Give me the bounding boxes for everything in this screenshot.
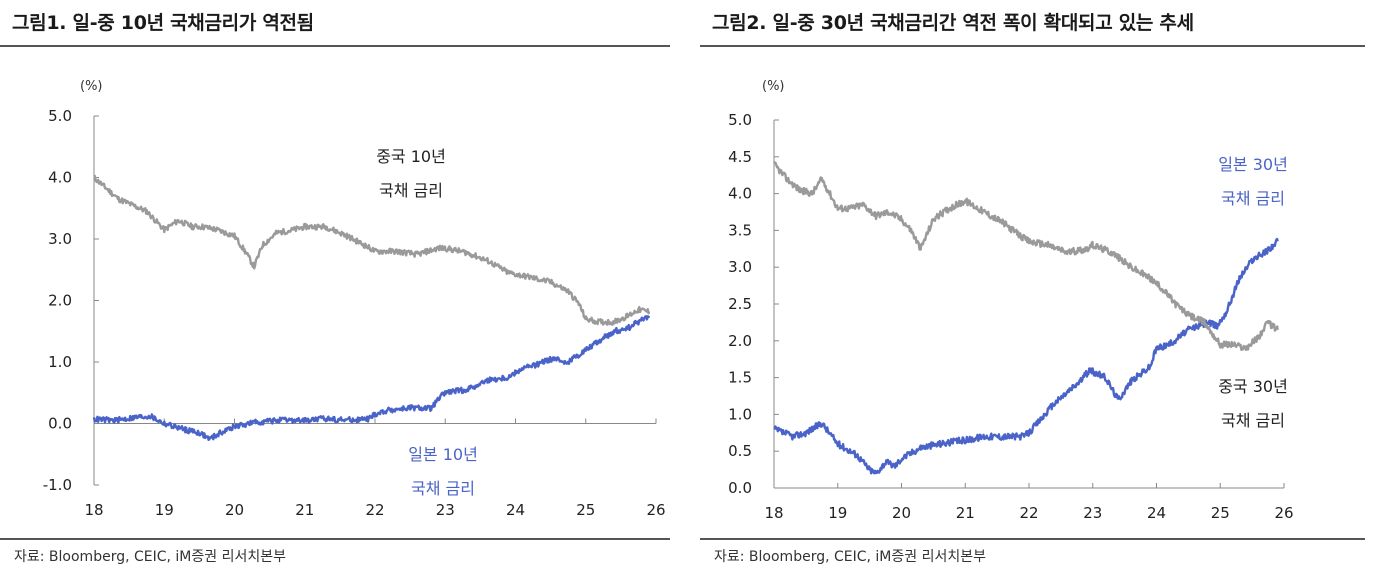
y-tick-label: 4.0 xyxy=(48,169,72,187)
source-note: 자료: Bloomberg, CEIC, iM증권 리서치본부 xyxy=(14,549,286,565)
y-tick-label: 3.0 xyxy=(48,230,72,248)
series-label: 국채 금리 xyxy=(379,181,443,200)
series-label: 국채 금리 xyxy=(411,479,475,498)
x-tick-label: 18 xyxy=(764,504,783,522)
x-tick-label: 23 xyxy=(436,501,455,519)
line-chart-30y: (%) 5.0 4.5 4.0 3.5 3.0 2.5 2.0 1.5 1.0 0.5 0.0 18 19… xyxy=(728,79,1293,522)
title-rule xyxy=(0,45,670,47)
x-tick-label: 23 xyxy=(1083,504,1102,522)
unit-label: (%) xyxy=(762,79,785,94)
x-tick-label: 22 xyxy=(1019,504,1038,522)
x-tick-label: 24 xyxy=(506,501,525,519)
x-tick-label: 19 xyxy=(155,501,174,519)
x-tick-label: 18 xyxy=(84,501,103,519)
x-tick-label: 24 xyxy=(1147,504,1166,522)
x-tick-label: 20 xyxy=(225,501,244,519)
source-note: 자료: Bloomberg, CEIC, iM증권 리서치본부 xyxy=(714,549,986,565)
title-rule xyxy=(700,45,1365,47)
y-tick-label: 5.0 xyxy=(48,107,72,125)
x-tick-label: 19 xyxy=(828,504,847,522)
series-line xyxy=(772,160,1279,351)
chart-title: 그림1. 일-중 10년 국채금리가 역전됨 xyxy=(12,12,314,34)
x-tick-label: 21 xyxy=(295,501,314,519)
series-label: 일본 30년 xyxy=(1218,155,1288,174)
y-tick-label: -1.0 xyxy=(43,476,72,494)
source-rule xyxy=(0,538,670,540)
y-tick-label: 0.0 xyxy=(728,479,752,497)
y-tick-label: 3.5 xyxy=(728,221,752,239)
x-tick-label: 20 xyxy=(892,504,911,522)
line-chart-10y: (%) 5.0 4.0 3.0 2.0 1.0 0.0 -1.0 18 19 20 21 22 23 24 2… xyxy=(43,79,666,519)
series-label: 일본 10년 xyxy=(408,445,478,464)
x-tick-label: 21 xyxy=(956,504,975,522)
chart-panel-2: 그림2. 일-중 30년 국채금리간 역전 폭이 확대되고 있는 추세 (%) 5… xyxy=(700,0,1374,574)
y-tick-label: 0.5 xyxy=(728,442,752,460)
y-tick-label: 2.5 xyxy=(728,295,752,313)
y-tick-label: 4.0 xyxy=(728,185,752,203)
chart-title: 그림2. 일-중 30년 국채금리간 역전 폭이 확대되고 있는 추세 xyxy=(712,12,1194,34)
series-label: 중국 10년 xyxy=(376,147,446,166)
y-tick-label: 4.5 xyxy=(728,148,752,166)
y-tick-label: 1.0 xyxy=(48,353,72,371)
series-line xyxy=(773,237,1279,475)
x-tick-label: 25 xyxy=(1211,504,1230,522)
x-tick-label: 25 xyxy=(576,501,595,519)
x-tick-label: 26 xyxy=(1274,504,1293,522)
y-tick-label: 2.0 xyxy=(728,332,752,350)
y-tick-label: 1.0 xyxy=(728,405,752,423)
series-line xyxy=(92,315,651,441)
x-tick-label: 22 xyxy=(365,501,384,519)
series-label: 국채 금리 xyxy=(1221,189,1285,208)
source-rule xyxy=(700,538,1365,540)
chart-panel-1: 그림1. 일-중 10년 국채금리가 역전됨 (%) 5.0 4.0 3.0 2.0 1.… xyxy=(0,0,680,574)
y-tick-label: 1.5 xyxy=(728,369,752,387)
series-label: 중국 30년 xyxy=(1218,377,1288,396)
y-tick-label: 0.0 xyxy=(48,415,72,433)
y-tick-label: 3.0 xyxy=(728,258,752,276)
y-tick-label: 5.0 xyxy=(728,111,752,129)
series-label: 국채 금리 xyxy=(1221,411,1285,430)
unit-label: (%) xyxy=(80,79,103,94)
series-line xyxy=(93,174,651,326)
y-tick-label: 2.0 xyxy=(48,292,72,310)
x-tick-label: 26 xyxy=(646,501,665,519)
